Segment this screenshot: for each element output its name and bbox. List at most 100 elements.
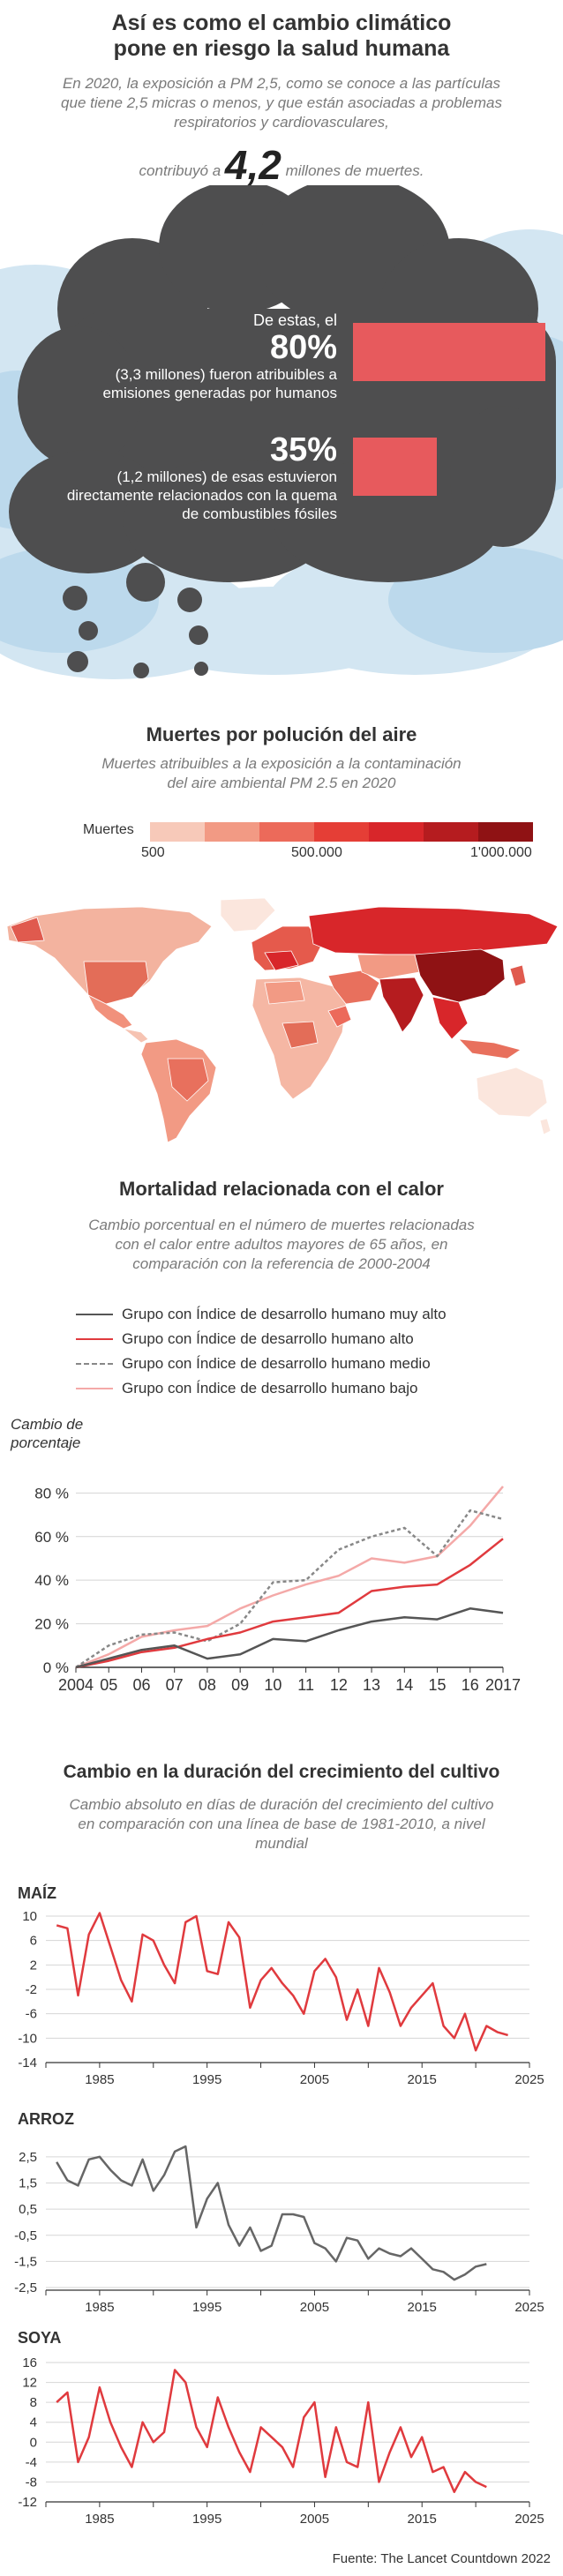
- crop-y-tick-label: -1,5: [14, 2254, 37, 2269]
- legend-item-medio: Grupo con Índice de desarrollo humano me…: [76, 1355, 431, 1373]
- stat-block-80: De estas, el 80% (3,3 millones) fueron a…: [62, 311, 337, 402]
- crops-section-title: Cambio en la duración del crecimiento de…: [63, 1762, 500, 1782]
- scale-swatch-1: [205, 822, 259, 842]
- map-indonesia: [457, 1038, 522, 1060]
- map-alaska: [10, 917, 45, 943]
- heat-x-tick-label: 09: [231, 1676, 249, 1694]
- crop-x-tick-label: 2005: [300, 2072, 329, 2087]
- crop-x-tick-label: 1985: [85, 2300, 114, 2315]
- crop-y-tick-label: -0,5: [14, 2228, 37, 2243]
- heat-ylabel-line-2: porcentaje: [11, 1434, 81, 1451]
- legend-swatch: [76, 1363, 113, 1365]
- contrib-pre: contribuyó a: [139, 162, 221, 179]
- crop-title-arroz: ARROZ: [18, 2110, 74, 2128]
- crop-x-tick-label: 2005: [300, 2300, 329, 2315]
- crop-series-line: [56, 2145, 487, 2281]
- legend-item-bajo: Grupo con Índice de desarrollo humano ba…: [76, 1380, 418, 1397]
- heat-x-tick-label: 07: [166, 1676, 184, 1694]
- heat-x-tick-label: 10: [264, 1676, 282, 1694]
- crop-y-tick-label: 16: [22, 2355, 37, 2370]
- crop-y-tick-label: 4: [30, 2415, 37, 2430]
- map-central-asia: [357, 954, 420, 980]
- scale-tick-max: 1'000.000: [470, 845, 532, 860]
- world-map: [6, 897, 559, 1143]
- heat-x-tick-label: 13: [363, 1676, 380, 1694]
- heat-section-title: Mortalidad relacionada con el calor: [119, 1178, 444, 1200]
- source-note: Fuente: The Lancet Countdown 2022: [332, 2551, 551, 2566]
- map-canada: [6, 906, 213, 1005]
- crop-y-tick-label: -2: [26, 1982, 37, 1997]
- crop-x-tick-label: 2025: [514, 2512, 544, 2527]
- crop-title-maiz: MAÍZ: [18, 1884, 56, 1902]
- heat-section-subtitle: Cambio porcentual en el número de muerte…: [88, 1217, 475, 1272]
- legend-swatch: [76, 1388, 113, 1389]
- crop-y-tick-label: -10: [18, 2031, 37, 2046]
- legend-swatch: [76, 1314, 113, 1315]
- crop-chart-maiz: 10 6 2 -2 -6 -10 -14 1985 1995 2005 2015 2025: [18, 1909, 544, 2087]
- heat-ylabel-line-1: Cambio de: [11, 1416, 84, 1433]
- scale-tick-mid: 500.000: [291, 845, 342, 860]
- crop-series-line: [56, 2369, 487, 2493]
- scale-swatch-6: [478, 822, 533, 842]
- legend-swatch: [76, 1338, 113, 1340]
- deaths-color-scale: [150, 822, 533, 842]
- crop-y-tick-label: 2,5: [19, 2150, 37, 2165]
- air-section-subtitle: Muertes atribuibles a la exposición a la…: [101, 755, 462, 791]
- crop-x-tick-label: 1985: [85, 2072, 114, 2087]
- map-nigeria-region: [282, 1021, 319, 1049]
- contrib-number: 4,2: [224, 142, 282, 188]
- crop-chart-soya: 16 12 8 4 0 -4 -8 -12 1985 1995 2005 2015 2025: [18, 2355, 544, 2527]
- map-central-america: [123, 1028, 149, 1044]
- heat-x-tick-label: 08: [199, 1676, 216, 1694]
- stat-text-35: (1,2 millones) de esas estuvieron direct…: [66, 468, 337, 522]
- scale-label: Muertes: [83, 822, 134, 837]
- crop-x-tick-label: 1995: [192, 2512, 221, 2527]
- crop-y-tick-label: 10: [22, 1909, 37, 1924]
- crop-y-tick-label: 0,5: [19, 2202, 37, 2217]
- heat-y-tick-label: 60 %: [34, 1529, 69, 1546]
- crop-y-tick-label: 6: [30, 1934, 37, 1949]
- map-new-zealand: [539, 1118, 552, 1135]
- crop-x-tick-label: 2025: [514, 2072, 544, 2087]
- legend-label: Grupo con Índice de desarrollo humano ba…: [122, 1380, 418, 1397]
- map-japan: [509, 964, 527, 987]
- legend-label: Grupo con Índice de desarrollo humano mu…: [122, 1306, 447, 1322]
- heat-x-tick-label: 16: [462, 1676, 479, 1694]
- map-mexico: [87, 994, 133, 1030]
- crop-y-tick-label: 0: [30, 2435, 37, 2450]
- scale-swatch-0: [150, 822, 205, 842]
- crop-y-tick-label: -4: [26, 2455, 37, 2470]
- crop-x-tick-label: 2015: [408, 2512, 437, 2527]
- crop-y-tick-label: -8: [26, 2475, 37, 2490]
- scale-swatch-4: [369, 822, 424, 842]
- crop-x-tick-label: 2005: [300, 2512, 329, 2527]
- heat-ylabel: Cambio de porcentaje: [11, 1415, 83, 1452]
- heat-x-tick-label: 05: [100, 1676, 117, 1694]
- intro-text: En 2020, la exposición a PM 2,5, como se…: [61, 75, 502, 131]
- heat-series-line-1: [75, 1538, 504, 1669]
- page-title: Así es como el cambio climático pone en …: [0, 11, 563, 62]
- crop-x-tick-label: 1995: [192, 2300, 221, 2315]
- crop-y-tick-label: -2,5: [14, 2280, 37, 2295]
- map-ethiopia: [327, 1005, 352, 1028]
- heat-series-line-2: [75, 1509, 504, 1669]
- crop-x-tick-label: 1985: [85, 2512, 114, 2527]
- stat-text-80: (3,3 millones) fueron atribuibles a emis…: [102, 366, 337, 401]
- stat-percent-35: 35%: [269, 431, 337, 468]
- map-greenland: [220, 897, 276, 932]
- heat-x-tick-label: 15: [429, 1676, 447, 1694]
- crop-series-line: [56, 1912, 508, 2052]
- heat-y-tick-label: 20 %: [34, 1616, 69, 1633]
- crop-x-tick-label: 2015: [408, 2072, 437, 2087]
- contrib-post: millones de muertes.: [285, 162, 424, 179]
- title-line-1: Así es como el cambio climático: [111, 11, 452, 35]
- map-china: [414, 948, 506, 1003]
- legend-item-muy-alto: Grupo con Índice de desarrollo humano mu…: [76, 1306, 447, 1323]
- map-australia: [476, 1067, 548, 1118]
- heat-line-chart: 0 % 20 % 40 % 60 % 80 % 2004 05 06 07 08 09 10 11 12 1…: [34, 1485, 521, 1694]
- stat-bar-80: [353, 323, 545, 381]
- stat-block-35: 35% (1,2 millones) de esas estuvieron di…: [62, 432, 337, 523]
- crop-y-tick-label: 8: [30, 2395, 37, 2410]
- crop-y-tick-label: -12: [18, 2495, 37, 2510]
- heat-series-line-0: [75, 1607, 504, 1669]
